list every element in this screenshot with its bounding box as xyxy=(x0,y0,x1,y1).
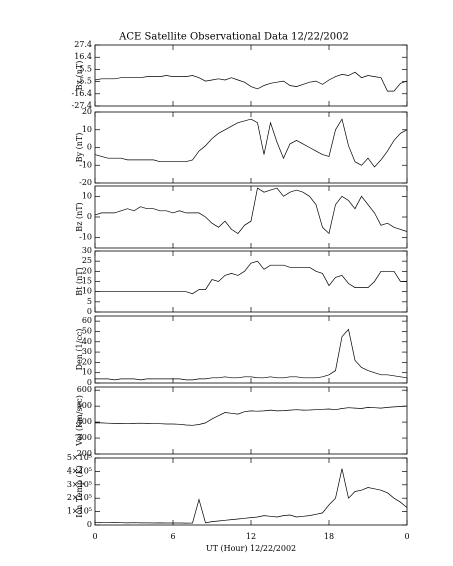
data-line xyxy=(95,260,407,295)
y-tick-label: 1×10⁵ xyxy=(67,507,92,516)
y-tick-label: 27.4 xyxy=(74,40,92,49)
y-tick-label: 400 xyxy=(77,417,92,426)
panel-frame xyxy=(94,457,408,526)
y-tick-label: 600 xyxy=(77,385,92,394)
panel-frame xyxy=(94,111,408,184)
y-axis-label: Den (1/cc) xyxy=(75,329,84,371)
y-axis-label: Bz (nT) xyxy=(75,202,84,231)
y-tick-label: 500 xyxy=(77,401,92,410)
y-tick-label: -16.4 xyxy=(71,89,92,98)
x-axis-label: UT (Hour) 12/22/2002 xyxy=(206,544,296,553)
y-tick-label: 0 xyxy=(87,307,92,316)
y-tick-label: 10 xyxy=(82,368,92,377)
y-axis-label: By (nT) xyxy=(75,133,84,163)
y-tick-label: 5.5 xyxy=(79,64,92,73)
y-tick-label: -10 xyxy=(79,160,92,169)
x-tick-label: 0 xyxy=(404,532,409,541)
y-tick-label: 10 xyxy=(82,125,92,134)
panel-frame xyxy=(94,315,408,384)
data-line xyxy=(94,71,408,92)
y-tick-label: -10 xyxy=(79,233,92,242)
panel-frame xyxy=(94,44,408,107)
y-tick-label: 10 xyxy=(82,287,92,296)
y-tick-label: 15 xyxy=(82,277,92,286)
x-tick-label: 12 xyxy=(246,532,256,541)
y-axis-label: Ion Temp (K) xyxy=(75,465,84,518)
y-tick-label: 40 xyxy=(82,337,92,346)
y-tick-label: 25 xyxy=(82,256,92,265)
panel-frame xyxy=(94,185,408,249)
data-line xyxy=(94,118,408,168)
y-tick-label: 0 xyxy=(87,378,92,387)
y-tick-label: 200 xyxy=(77,449,92,458)
y-tick-label: 2×10⁵ xyxy=(67,493,92,502)
y-tick-label: 20 xyxy=(82,266,92,275)
y-tick-label: 0 xyxy=(87,212,92,221)
y-axis-label: Bx (nT) xyxy=(75,61,84,91)
y-tick-label: -20 xyxy=(79,178,92,187)
y-tick-label: 300 xyxy=(77,433,92,442)
y-tick-label: 20 xyxy=(82,107,92,116)
panel-frame xyxy=(94,386,408,455)
y-tick-label: 50 xyxy=(82,326,92,335)
y-tick-label: 30 xyxy=(82,246,92,255)
y-tick-label: 16.4 xyxy=(74,52,92,61)
y-tick-label: 20 xyxy=(82,357,92,366)
data-line xyxy=(94,187,408,235)
y-tick-label: 5×10⁵ xyxy=(67,453,92,462)
y-tick-label: -5.5 xyxy=(77,77,92,86)
y-tick-label: 30 xyxy=(82,347,92,356)
data-line xyxy=(94,468,408,524)
y-tick-label: 10 xyxy=(82,191,92,200)
x-tick-label: 0 xyxy=(92,532,97,541)
data-line xyxy=(95,405,408,426)
y-tick-label: 0 xyxy=(87,143,92,152)
chart-title: ACE Satellite Observational Data 12/22/2… xyxy=(118,32,349,43)
y-tick-label: 5 xyxy=(87,297,92,306)
data-line xyxy=(95,328,408,381)
x-tick-label: 18 xyxy=(324,532,334,541)
y-axis-label: Bt (nT) xyxy=(75,267,84,295)
y-tick-label: 60 xyxy=(82,316,92,325)
y-axis-label: Vel (Km/sec) xyxy=(75,395,84,447)
y-tick-label: 4×10⁵ xyxy=(67,466,92,475)
y-tick-label: -27.4 xyxy=(71,101,92,110)
x-tick-label: 6 xyxy=(170,532,175,541)
y-tick-label: 0 xyxy=(87,520,92,529)
panel-frame xyxy=(94,250,408,313)
y-tick-label: 3×10⁵ xyxy=(67,480,92,489)
